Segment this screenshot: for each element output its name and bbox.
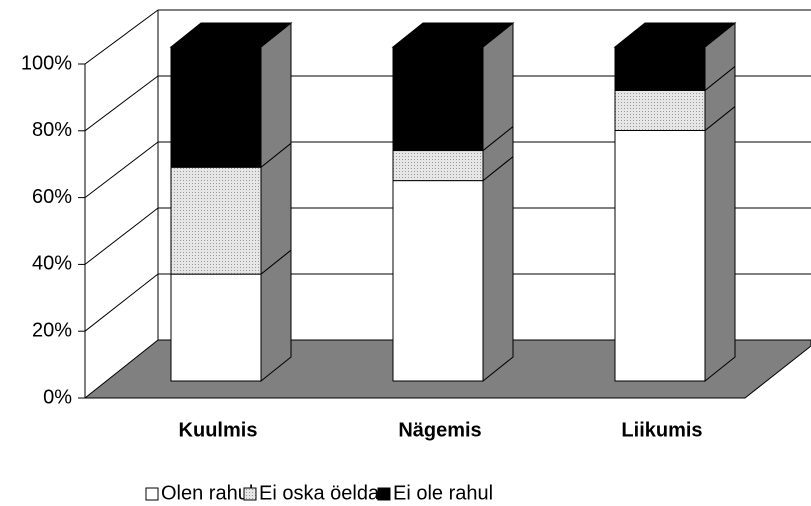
bar-top xyxy=(613,22,737,48)
y-tick-label: 100% xyxy=(21,52,72,74)
bar-top xyxy=(169,22,293,48)
grid-line xyxy=(84,141,159,198)
grid-line xyxy=(84,273,159,332)
legend-label: Ei oska öelda xyxy=(259,482,380,504)
bar xyxy=(614,46,706,91)
legend-swatch xyxy=(377,487,391,501)
grid-line xyxy=(84,75,159,132)
bar xyxy=(392,180,484,382)
y-tick-label: 80% xyxy=(32,119,72,141)
bar xyxy=(392,150,484,182)
bar xyxy=(392,46,484,152)
bar-side xyxy=(482,155,514,383)
bar xyxy=(614,89,706,131)
y-tick-label: 40% xyxy=(32,253,72,275)
legend-label: Ei ole rahul xyxy=(393,482,493,504)
bar xyxy=(170,166,262,275)
bar xyxy=(170,46,262,168)
legend-label: Olen rahul xyxy=(161,482,253,504)
bar xyxy=(170,273,262,382)
x-tick-label: Kuulmis xyxy=(179,419,258,441)
bar-side xyxy=(704,105,736,383)
y-tick-label: 60% xyxy=(32,186,72,208)
legend-swatch xyxy=(243,487,257,501)
legend-swatch xyxy=(145,487,159,501)
grid-line xyxy=(84,207,159,265)
bar-side xyxy=(260,21,292,169)
bar-top xyxy=(391,22,515,48)
bar xyxy=(614,130,706,382)
y-tick-label: 20% xyxy=(32,319,72,341)
x-tick-label: Liikumis xyxy=(621,419,702,441)
x-tick-label: Nägemis xyxy=(398,419,481,441)
y-tick-label: 0% xyxy=(43,386,72,408)
grid-line xyxy=(84,9,159,65)
